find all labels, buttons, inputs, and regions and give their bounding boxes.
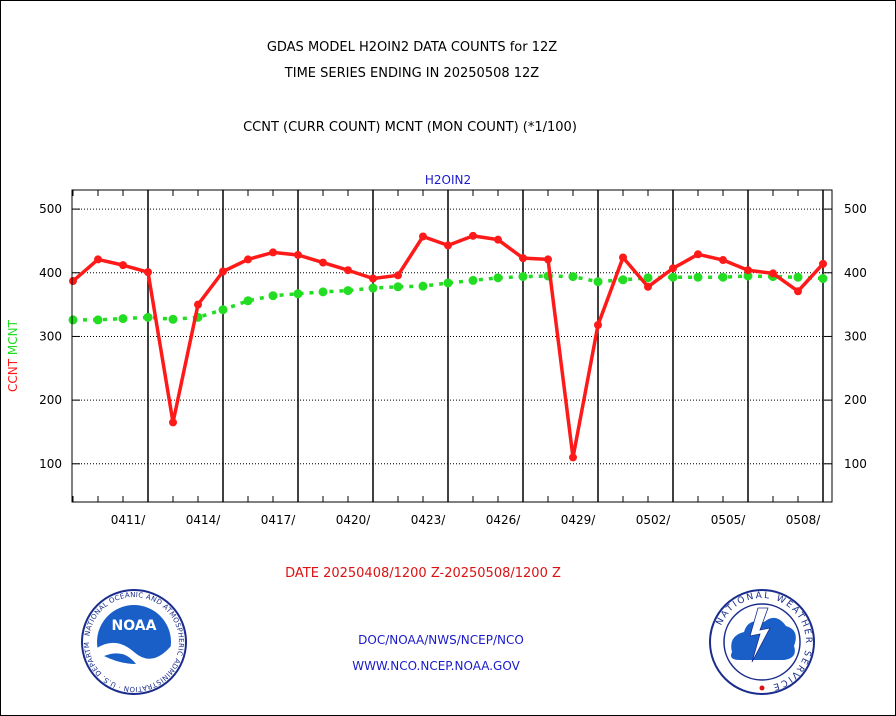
y-tick-label-left: 100 [39,457,62,471]
data-point-ccnt [269,248,277,257]
data-point-mcnt [793,272,803,282]
data-point-ccnt [94,255,102,264]
y-tick-label-right: 500 [844,202,867,216]
data-point-mcnt [668,272,678,282]
data-point-ccnt [119,261,127,270]
data-point-mcnt [618,275,628,285]
data-point-ccnt [219,267,227,276]
data-point-ccnt [769,269,777,278]
data-point-mcnt [493,273,503,283]
data-point-ccnt [369,274,377,283]
y-tick-label-right: 100 [844,457,867,471]
data-point-mcnt [218,305,228,315]
series-ccnt [69,231,827,462]
data-point-ccnt [244,255,252,264]
data-point-mcnt [443,278,453,288]
chart-title: H2OIN2 [425,173,471,187]
data-point-ccnt [669,264,677,273]
svg-text:CCNT MCNT: CCNT MCNT [6,319,20,392]
data-point-ccnt [619,253,627,262]
data-point-ccnt [819,259,827,268]
chart-header-line-3: CCNT (CURR COUNT) MCNT (MON COUNT) (*1/1… [243,120,577,135]
data-point-ccnt [194,300,202,309]
x-tick-label: 0505/ [711,513,747,527]
x-tick-label: 0417/ [261,513,297,527]
data-point-ccnt [519,254,527,263]
x-tick-label: 0414/ [186,513,222,527]
y-tick-label-right: 300 [844,329,867,343]
nws-logo: NATIONAL WEATHER SERVICE [709,589,815,695]
data-point-ccnt [144,268,152,277]
data-point-mcnt [268,291,278,301]
data-point-mcnt [368,283,378,293]
data-point-ccnt [719,256,727,265]
data-point-ccnt [419,232,427,241]
data-point-mcnt [393,282,403,292]
data-point-ccnt [319,258,327,267]
y-tick-label-left: 500 [39,202,62,216]
data-point-mcnt [593,277,603,287]
data-point-ccnt [594,320,602,329]
x-tick-label: 0411/ [111,513,147,527]
data-point-mcnt [643,273,653,283]
data-point-ccnt [494,235,502,244]
data-point-ccnt [294,250,302,259]
data-point-ccnt [469,231,477,240]
y-tick-label-left: 200 [39,393,62,407]
data-point-mcnt [168,314,178,324]
data-point-mcnt [568,272,578,282]
x-tick-label: 0420/ [336,513,372,527]
x-tick-label: 0502/ [636,513,672,527]
data-point-mcnt [68,315,78,325]
x-tick-label: 0508/ [786,513,822,527]
data-point-mcnt [718,272,728,282]
data-point-mcnt [243,296,253,306]
data-point-mcnt [743,271,753,281]
chart-header-line-2: TIME SERIES ENDING IN 20250508 12Z [284,66,540,81]
x-tick-label: 0423/ [411,513,447,527]
date-range-label: DATE 20250408/1200 Z-20250508/1200 Z [285,566,561,581]
data-point-mcnt [318,287,328,297]
data-point-mcnt [93,315,103,325]
y-tick-label-right: 200 [844,393,867,407]
data-point-mcnt [693,272,703,282]
plot-frame [71,189,833,503]
data-point-ccnt [644,282,652,291]
data-point-mcnt [143,312,153,322]
data-point-ccnt [544,255,552,264]
data-point-mcnt [118,314,128,324]
x-tick-label: 0426/ [486,513,522,527]
y-axis-label-mcnt: MCNT [6,319,20,359]
data-point-ccnt [794,287,802,296]
data-point-mcnt [418,281,428,291]
y-tick-label-left: 400 [39,266,62,280]
data-point-ccnt [694,250,702,259]
data-point-mcnt [343,286,353,296]
nco-website-link[interactable]: WWW.NCO.NCEP.NOAA.GOV [352,659,520,673]
noaa-logo: NOAA NATIONAL OCEANIC AND ATMOSPHERIC AD… [81,589,187,695]
data-point-ccnt [394,271,402,280]
y-tick-label-right: 400 [844,266,867,280]
data-point-mcnt [293,289,303,299]
data-point-ccnt [744,266,752,275]
x-tick-label: 0429/ [561,513,597,527]
y-axis-label: CCNT MCNT [6,319,20,392]
noaa-logo-text: NOAA [112,618,157,634]
data-point-ccnt [169,418,177,427]
data-point-mcnt [468,275,478,285]
y-tick-label-left: 300 [39,329,62,343]
data-point-mcnt [518,272,528,282]
data-point-mcnt [818,274,828,284]
y-axis-label-ccnt: CCNT [6,358,20,392]
data-point-ccnt [344,266,352,275]
data-point-ccnt [69,277,77,286]
data-point-ccnt [569,453,577,462]
chart-header-line-1: GDAS MODEL H2OIN2 DATA COUNTS for 12Z [266,40,558,55]
data-point-ccnt [444,241,452,250]
doc-noaa-nws-ncep-nco-text: DOC/NOAA/NWS/NCEP/NCO [358,633,524,647]
